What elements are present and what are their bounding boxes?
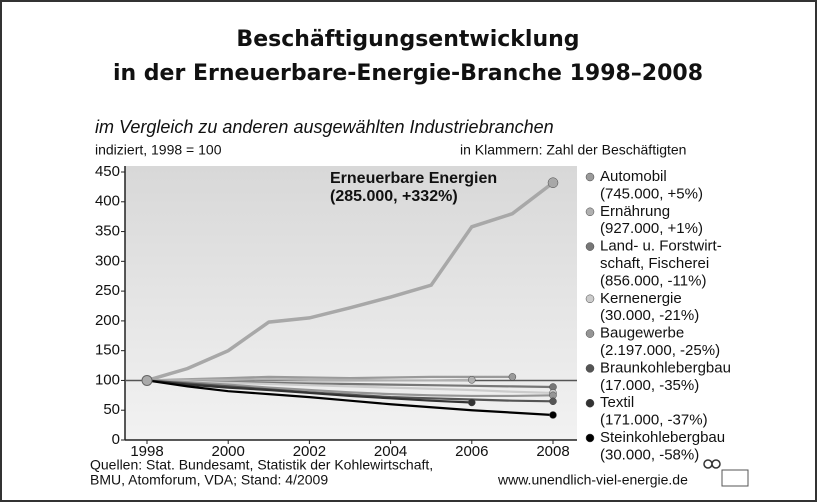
legend-detail: (17.000, -35%): [600, 377, 699, 394]
y-tick-label: 400: [95, 193, 120, 210]
legend-label: Baugewerbe: [600, 325, 684, 342]
legend-marker: [585, 433, 595, 443]
chart-title: in der Erneuerbare-Energie-Branche 1998–…: [113, 61, 703, 86]
y-tick-label: 200: [95, 312, 120, 329]
x-tick-label: 2002: [293, 443, 326, 460]
y-tick-label: 0: [112, 431, 120, 448]
legend-marker: [585, 294, 595, 304]
end-point: [468, 398, 476, 407]
y-label: indiziert, 1998 = 100: [95, 142, 222, 158]
y-tick-label: 50: [103, 401, 120, 418]
legend-label: Kernenergie: [600, 290, 682, 307]
x-tick-label: 2004: [374, 443, 407, 460]
start-point: [141, 374, 153, 386]
end-point: [547, 177, 559, 188]
source: BMU, Atomforum, VDA; Stand: 4/2009: [90, 472, 328, 488]
legend-label: Automobil: [600, 168, 667, 185]
legend-label: Land- u. Forstwirt-schaft, Fischerei: [600, 238, 722, 272]
legend-detail: (745.000, +5%): [600, 185, 703, 202]
series-line: [146, 379, 472, 404]
legend-title: in Klammern: Zahl der Beschäftigten: [460, 142, 686, 158]
legend-detail: (30.000, -21%): [600, 307, 699, 324]
source: Quellen: Stat. Bundesamt, Statistik der …: [90, 457, 433, 473]
series-line: [146, 378, 472, 382]
url: www.unendlich-viel-energie.de: [497, 472, 688, 488]
legend-detail: (30.000, -58%): [600, 446, 699, 463]
end-point: [508, 373, 517, 381]
legend-marker: [585, 398, 595, 408]
annotation: (285.000, +332%): [330, 188, 458, 205]
y-tick-label: 250: [95, 282, 120, 299]
logo: [703, 459, 749, 487]
legend-detail: (171.000, -37%): [600, 412, 708, 429]
y-tick-label: 300: [95, 252, 120, 269]
legend-detail: (927.000, +1%): [600, 220, 703, 237]
legend-detail: (2.197.000, -25%): [600, 342, 720, 359]
series-line: [146, 375, 513, 382]
series-line: [146, 379, 554, 398]
legend-label: Braunkohlebergbau: [600, 359, 731, 376]
subtitle: im Vergleich zu anderen ausgewählten Ind…: [95, 117, 554, 137]
legend-detail: (856.000, -11%): [600, 272, 706, 289]
plot-area: [125, 166, 577, 440]
x-tick-label: 2008: [536, 443, 569, 460]
legend-label: Textil: [600, 394, 634, 411]
annotation: Erneuerbare Energien: [330, 170, 497, 187]
x-tick-label: 2000: [212, 443, 245, 460]
end-point: [549, 397, 557, 406]
y-tick-label: 100: [95, 371, 120, 388]
legend-marker: [585, 207, 595, 217]
series-line: [146, 379, 554, 395]
end-point: [468, 376, 476, 384]
series-line: [146, 181, 555, 383]
series-line: [146, 379, 554, 417]
legend-marker: [585, 364, 595, 373]
legend-label: Ernährung: [600, 203, 670, 220]
legend-marker: [585, 242, 595, 251]
legend-marker: [585, 172, 595, 182]
y-tick-label: 350: [95, 223, 120, 240]
y-tick-label: 150: [95, 342, 120, 359]
y-tick-label: 450: [95, 163, 120, 180]
x-tick-label: 2006: [455, 443, 488, 460]
x-tick-label: 1998: [130, 443, 163, 460]
end-point: [549, 411, 557, 419]
chart-title: Beschäftigungsentwicklung: [236, 27, 579, 52]
series-line: [146, 379, 554, 403]
legend-marker: [585, 329, 595, 338]
legend-label: Steinkohlebergbau: [600, 429, 725, 446]
